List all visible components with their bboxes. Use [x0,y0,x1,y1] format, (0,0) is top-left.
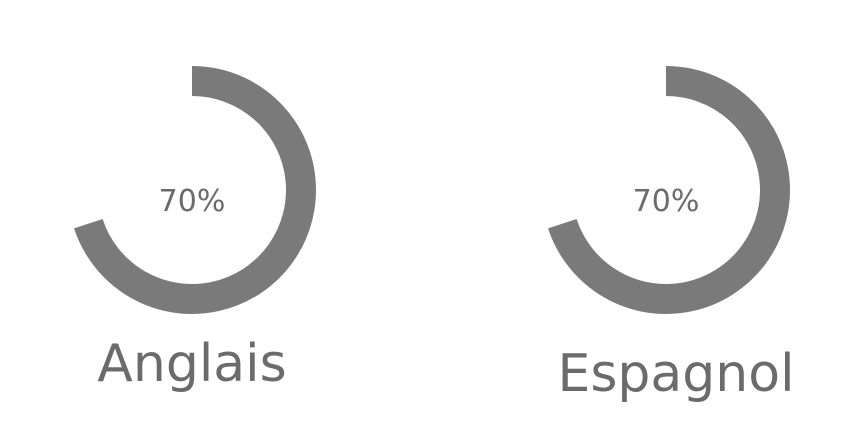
percent-label-espagnol: 70% [633,184,700,219]
gauge-anglais: 70% Anglais [62,0,322,421]
donut-chart-espagnol: 70% [548,66,790,314]
percent-label-anglais: 70% [159,184,226,219]
language-label-espagnol: Espagnol [557,344,795,404]
progress-arc-espagnol [548,66,790,314]
donut-chart-anglais: 70% [74,66,316,314]
language-label-anglais: Anglais [97,334,287,394]
progress-arc-anglais [74,66,316,314]
gauge-espagnol: 70% Espagnol [536,0,796,421]
